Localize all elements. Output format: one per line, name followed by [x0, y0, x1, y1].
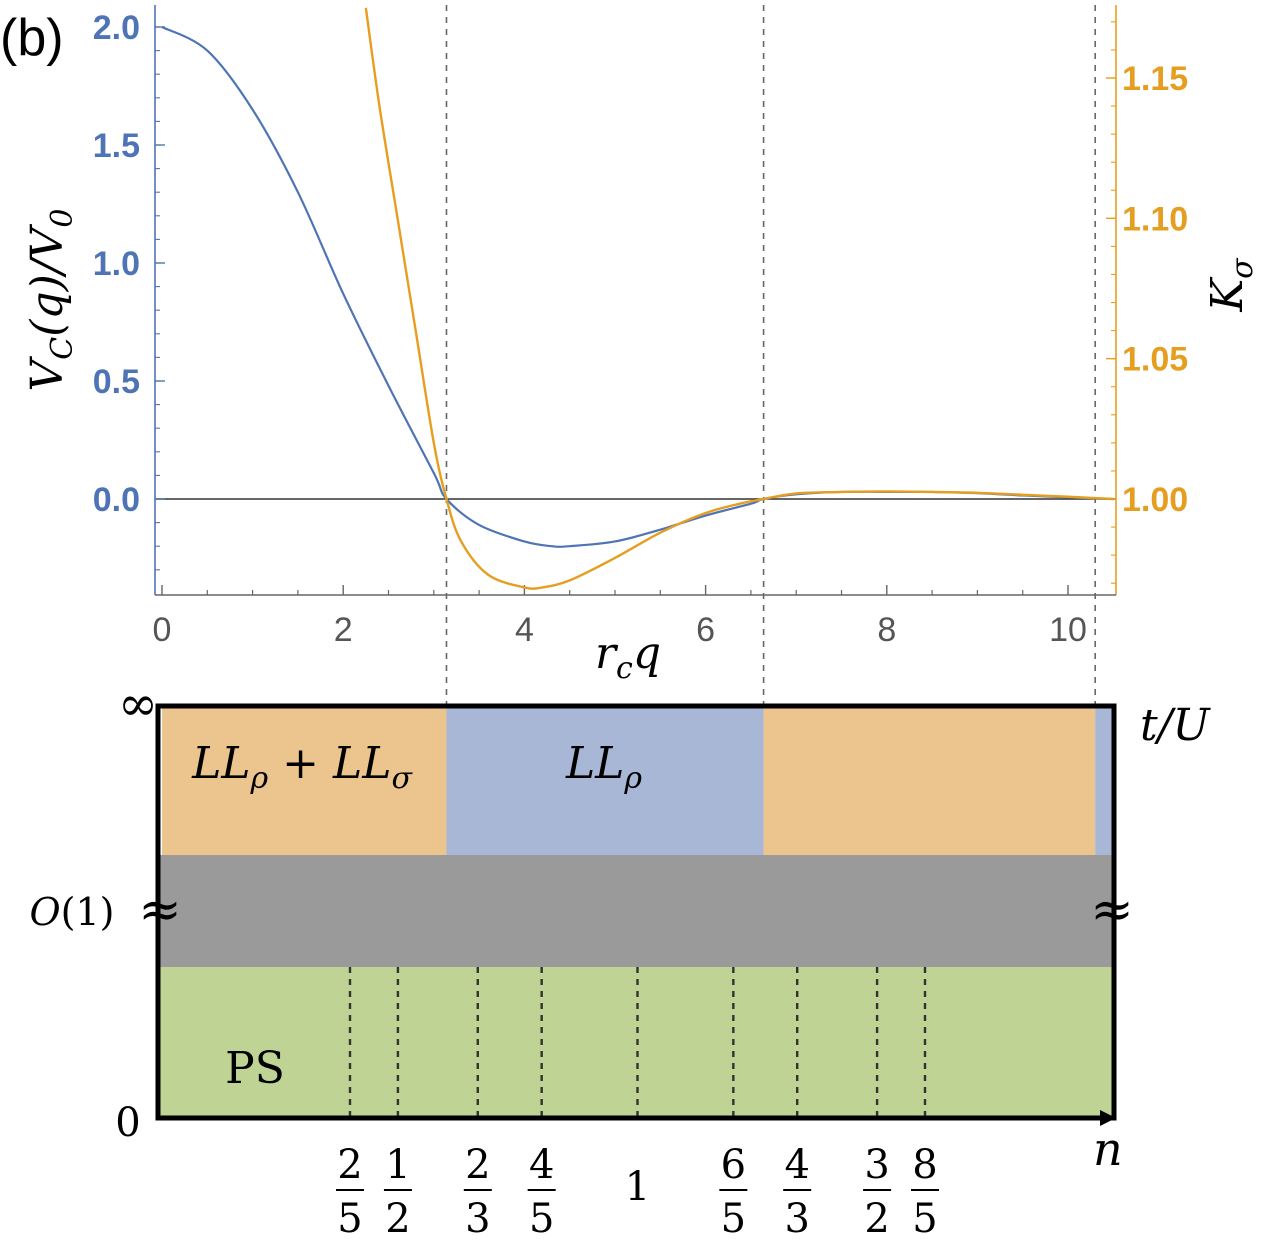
right-axis-label: Kσ [1202, 257, 1260, 313]
region-crossover [158, 855, 1114, 967]
panel-label: (b) [0, 9, 64, 67]
x-axis-label: rcq [595, 628, 661, 686]
n-tick-denominator: 5 [912, 1196, 937, 1240]
x-tick-label: 8 [877, 611, 896, 649]
axis-ticks: 0 2 4 6 8 10 0.0 0.5 1.0 1.5 2.0 1.00 1.05 1.10 1.15 [93, 9, 1188, 649]
right-tick-label: 1.00 [1122, 481, 1188, 519]
n-axis-label: n [1093, 1122, 1123, 1176]
right-tick-label: 1.10 [1122, 200, 1188, 238]
n-tick-denominator: 5 [337, 1196, 362, 1240]
n-tick-numerator: 6 [721, 1142, 746, 1188]
y-tick-infinity: ∞ [118, 676, 158, 732]
n-tick-label: 1 [625, 1164, 650, 1210]
n-tick-denominator: 2 [385, 1196, 410, 1240]
right-tick-label: 1.15 [1122, 60, 1188, 98]
region-ll-rho-plus-ll-sigma [162, 706, 447, 855]
k-sigma-series-line [364, 7, 1114, 590]
y-tick-order-one: O(1) [30, 890, 115, 934]
n-tick-numerator: 4 [784, 1142, 809, 1188]
n-tick-numerator: 2 [465, 1142, 490, 1188]
region-ll-rho-2 [1095, 706, 1114, 855]
t-over-u-label: t/U [1140, 700, 1212, 751]
n-tick-numerator: 4 [529, 1142, 554, 1188]
x-tick-label: 2 [334, 611, 353, 649]
phase-frame [155, 703, 1117, 1121]
region-label-ll-rho: LLρ [565, 738, 642, 796]
region-ll-rho [446, 706, 764, 855]
n-tick-denominator: 3 [465, 1196, 490, 1240]
n-tick-numerator: 2 [337, 1142, 362, 1188]
axis-break-right: ≈ [1090, 880, 1134, 940]
x-tick-label: 0 [153, 611, 172, 649]
region-phase-separation [158, 967, 1114, 1118]
n-tick-numerator: 3 [864, 1142, 889, 1188]
vc-series-line [161, 26, 1114, 548]
commensurate-filling-lines [348, 967, 927, 1118]
y-tick-zero: 0 [115, 1100, 140, 1146]
ps-label: PS [225, 1043, 285, 1094]
x-tick-label: 4 [515, 611, 534, 649]
n-axis-arrow [1100, 1110, 1116, 1126]
region-label-ll-both: LLρ + LLσ [191, 738, 413, 796]
x-tick-label: 6 [696, 611, 715, 649]
x-tick-label: 10 [1049, 611, 1087, 649]
left-tick-label: 0.0 [93, 481, 140, 519]
n-tick-numerator: 1 [385, 1142, 410, 1188]
n-tick-denominator: 5 [529, 1196, 554, 1240]
n-tick-numerator: 8 [912, 1142, 937, 1188]
left-tick-label: 1.0 [93, 245, 140, 283]
phase-diagram: LLρ + LLσ LLρ PS t/U n ∞ 0 O(1) ≈ ≈ 2512… [30, 676, 1212, 1240]
n-tick-denominator: 3 [784, 1196, 809, 1240]
n-tick-denominator: 5 [721, 1196, 746, 1240]
left-axis-label: VC(q)/V0 [22, 209, 80, 392]
left-tick-label: 1.5 [93, 127, 140, 165]
left-tick-label: 2.0 [93, 9, 140, 47]
right-tick-label: 1.05 [1122, 341, 1188, 379]
left-tick-label: 0.5 [93, 363, 140, 401]
top-chart: 0 2 4 6 8 10 0.0 0.5 1.0 1.5 2.0 1.00 1.05 1.10 1.15 r… [22, 5, 1260, 706]
n-tick-denominator: 2 [864, 1196, 889, 1240]
region-ll-rho-plus-ll-sigma-2 [763, 706, 1096, 855]
axis-break-left: ≈ [138, 880, 182, 940]
